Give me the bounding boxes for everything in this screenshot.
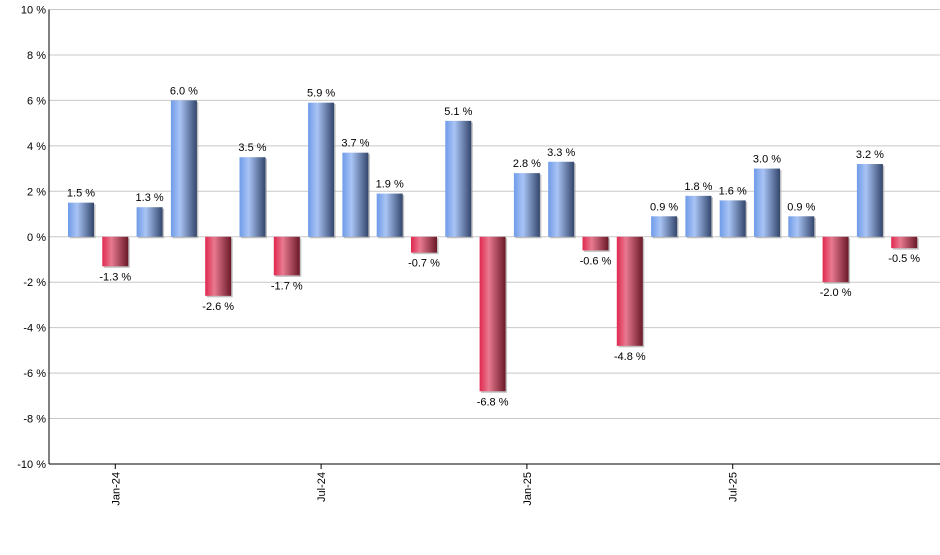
data-label: 3.2 % bbox=[856, 149, 884, 161]
bar-negative bbox=[479, 236, 506, 392]
bar-positive bbox=[342, 152, 369, 237]
data-labels: 1.5 % -1.3 % 1.3 % 6.0 % -2.6 % 3.5 % -1.7 % 5.… bbox=[67, 85, 920, 408]
bar-positive bbox=[856, 164, 883, 237]
bar-negative bbox=[205, 236, 232, 296]
y-tick-label: -6 % bbox=[23, 368, 46, 380]
data-label: -1.3 % bbox=[99, 271, 131, 283]
bar-negative bbox=[582, 236, 609, 251]
data-label: 2.8 % bbox=[513, 158, 541, 170]
data-label: -6.8 % bbox=[477, 396, 509, 408]
y-tick-label: 10 % bbox=[21, 5, 46, 17]
bars bbox=[68, 100, 919, 393]
bar-negative bbox=[273, 236, 300, 276]
bar-positive bbox=[788, 216, 815, 237]
bar-positive bbox=[548, 161, 575, 237]
data-label: -0.7 % bbox=[408, 258, 440, 270]
bar-positive bbox=[651, 216, 678, 237]
data-label: -1.7 % bbox=[271, 280, 303, 292]
bar-negative bbox=[102, 236, 129, 267]
x-tick-label: Jul-24 bbox=[316, 472, 328, 502]
data-label: 1.8 % bbox=[684, 181, 712, 193]
data-label: 5.1 % bbox=[444, 106, 472, 118]
bar-positive bbox=[513, 173, 540, 237]
data-label: 0.9 % bbox=[650, 201, 678, 213]
x-tick-label: Jan-24 bbox=[110, 472, 122, 506]
y-tick-label: -4 % bbox=[23, 323, 46, 335]
bar-positive bbox=[754, 168, 780, 237]
bar-positive bbox=[719, 200, 746, 237]
bar-positive bbox=[308, 102, 335, 237]
y-tick-label: 0 % bbox=[27, 232, 46, 244]
data-label: -2.0 % bbox=[820, 287, 852, 299]
x-tick-label: Jan-25 bbox=[522, 472, 534, 506]
bar-negative bbox=[891, 236, 918, 249]
bar-negative bbox=[411, 236, 437, 253]
data-label: 1.9 % bbox=[376, 179, 404, 191]
bar-positive bbox=[376, 193, 403, 237]
data-label: -4.8 % bbox=[614, 351, 646, 363]
data-label: 5.9 % bbox=[307, 88, 335, 100]
bar-positive bbox=[445, 120, 472, 237]
bar-positive bbox=[68, 202, 94, 237]
data-label: 3.5 % bbox=[238, 142, 266, 154]
y-tick-label: -10 % bbox=[17, 459, 46, 471]
data-label: -0.6 % bbox=[580, 255, 612, 267]
y-tick-label: 6 % bbox=[27, 95, 46, 107]
bar-positive bbox=[239, 157, 266, 237]
data-label: 6.0 % bbox=[170, 85, 198, 97]
bar-positive bbox=[136, 207, 163, 237]
data-label: 1.6 % bbox=[719, 185, 747, 197]
data-label: 3.7 % bbox=[341, 138, 369, 150]
data-label: 0.9 % bbox=[787, 201, 815, 213]
bar-negative bbox=[822, 236, 849, 283]
y-tick-label: -2 % bbox=[23, 277, 46, 289]
bar-positive bbox=[170, 100, 197, 237]
bar-positive bbox=[685, 195, 712, 237]
y-tick-label: 2 % bbox=[27, 186, 46, 198]
y-tick-label: 8 % bbox=[27, 50, 46, 62]
data-label: 3.0 % bbox=[753, 154, 781, 166]
y-tick-label: 4 % bbox=[27, 141, 46, 153]
data-label: 3.3 % bbox=[547, 147, 575, 159]
bar-negative bbox=[616, 236, 643, 346]
y-tick-label: -8 % bbox=[23, 414, 46, 426]
data-label: -2.6 % bbox=[202, 301, 234, 313]
data-label: 1.5 % bbox=[67, 188, 95, 200]
x-tick-label: Jul-25 bbox=[728, 472, 740, 502]
data-label: -0.5 % bbox=[888, 253, 920, 265]
axes: 10 % 8 % 6 % 4 % 2 % 0 % -2 % -4 % -6 % -8 % -10 %… bbox=[17, 5, 940, 506]
data-label: 1.3 % bbox=[136, 192, 164, 204]
